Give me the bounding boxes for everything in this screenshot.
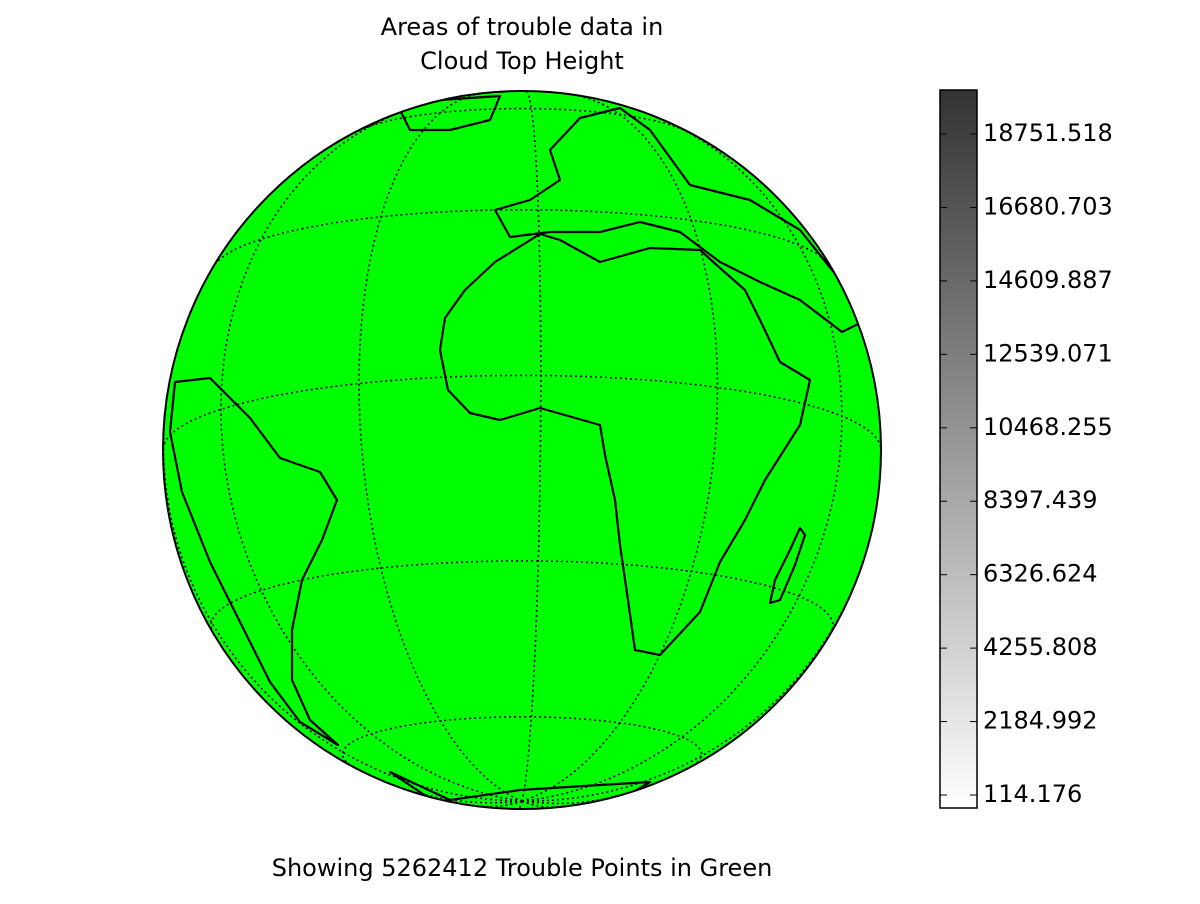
colorbar-tick-label: 12539.071 [983, 339, 1113, 367]
graticule-line [517, 800, 523, 809]
globe [163, 91, 881, 809]
colorbar-tick-label: 10468.255 [983, 413, 1113, 441]
globe-border [162, 90, 882, 810]
south-america [168, 376, 340, 747]
colorbar-tick-label: 6326.624 [983, 560, 1098, 588]
colorbar-tick-label: 14609.887 [983, 266, 1113, 294]
graticule-line [341, 716, 703, 769]
colorbar-tick-label: 16680.703 [983, 192, 1113, 220]
colorbar-tick-label: 18751.518 [983, 119, 1113, 147]
graticule-line [214, 209, 830, 265]
chart-title: Areas of trouble data in [381, 13, 664, 41]
graticule-line [521, 538, 871, 802]
colorbar-tick-label: 2184.992 [983, 707, 1098, 735]
graticule-line [521, 800, 556, 809]
chart-title: Cloud Top Height [420, 47, 624, 75]
antarctica [388, 770, 652, 809]
africa [438, 232, 812, 657]
graticule-line [163, 374, 881, 449]
graticule-line [358, 92, 523, 802]
colorbar-tick-label: 114.176 [983, 780, 1082, 808]
caption: Showing 5262412 Trouble Points in Green [272, 854, 773, 882]
madagascar [768, 526, 807, 605]
colorbar [939, 89, 978, 809]
graticule-line [521, 91, 542, 802]
colorbar-tick-label: 4255.808 [983, 633, 1098, 661]
colorbar-tick-label: 8397.439 [983, 486, 1098, 514]
graticule-line [210, 560, 834, 634]
graticule-line [521, 118, 843, 802]
graticule-line [220, 108, 523, 802]
graticule-line [356, 107, 688, 133]
